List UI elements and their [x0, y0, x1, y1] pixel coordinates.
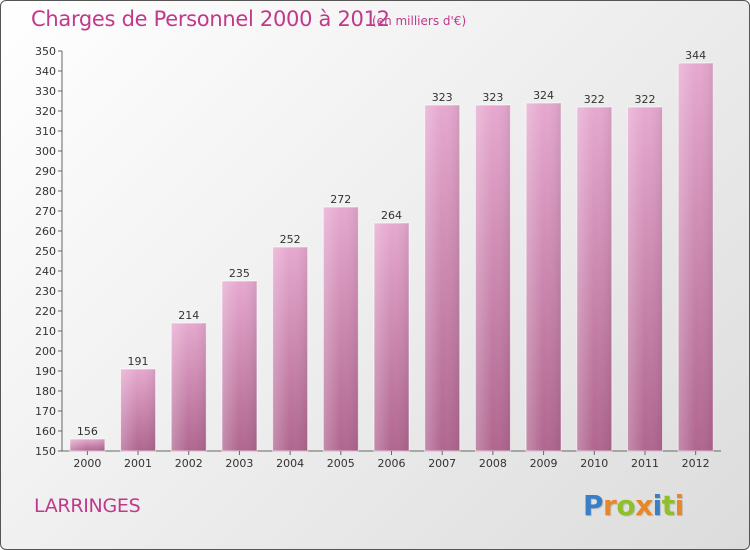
y-tick-label: 300 [35, 145, 56, 158]
y-tick-label: 220 [35, 305, 56, 318]
data-label: 191 [128, 355, 149, 368]
bar-shine [526, 103, 562, 451]
logo-letter: r [603, 489, 617, 522]
y-tick-label: 310 [35, 125, 56, 138]
bar-shine [627, 107, 663, 451]
bar-shine [475, 105, 511, 451]
bar-shine [69, 439, 105, 451]
y-tick-label: 200 [35, 345, 56, 358]
y-tick-label: 260 [35, 225, 56, 238]
logo-letter: x [635, 489, 653, 522]
data-label: 322 [634, 93, 655, 106]
x-tick-label: 2012 [682, 457, 710, 470]
chart-subtitle: (en milliers d'€) [372, 14, 467, 28]
bar-shine [221, 281, 257, 451]
y-tick-label: 350 [35, 45, 56, 58]
bar-shine [678, 63, 714, 451]
place-name: LARRINGES [34, 495, 141, 517]
data-label: 323 [432, 91, 453, 104]
data-label: 272 [330, 193, 351, 206]
bar-shine [576, 107, 612, 451]
logo-letter: o [616, 489, 636, 522]
logo-letter: t [661, 489, 675, 522]
y-tick-label: 290 [35, 165, 56, 178]
y-tick-label: 250 [35, 245, 56, 258]
y-tick-label: 270 [35, 205, 56, 218]
y-tick-label: 170 [35, 405, 56, 418]
x-tick-label: 2001 [124, 457, 152, 470]
x-tick-label: 2000 [73, 457, 101, 470]
x-tick-label: 2004 [276, 457, 304, 470]
data-label: 323 [482, 91, 503, 104]
data-label: 344 [685, 49, 706, 62]
proxiti-logo: Proxiti [583, 489, 684, 522]
data-label: 252 [280, 233, 301, 246]
x-tick-label: 2002 [175, 457, 203, 470]
data-label: 235 [229, 267, 250, 280]
y-tick-label: 280 [35, 185, 56, 198]
x-tick-label: 2011 [631, 457, 659, 470]
x-tick-label: 2008 [479, 457, 507, 470]
y-tick-label: 320 [35, 105, 56, 118]
data-label: 214 [178, 309, 199, 322]
y-tick-label: 190 [35, 365, 56, 378]
data-label: 264 [381, 209, 402, 222]
x-tick-label: 2006 [378, 457, 406, 470]
logo-letter: i [652, 489, 663, 522]
y-tick-label: 180 [35, 385, 56, 398]
y-tick-label: 230 [35, 285, 56, 298]
bar-shine [323, 207, 359, 451]
bar-shine [272, 247, 308, 451]
y-tick-label: 240 [35, 265, 56, 278]
bar-shine [374, 223, 409, 451]
bar-shine [424, 105, 460, 451]
data-label: 156 [77, 425, 98, 438]
y-tick-label: 150 [35, 445, 56, 458]
x-tick-label: 2007 [428, 457, 456, 470]
x-tick-label: 2003 [225, 457, 253, 470]
data-label: 324 [533, 89, 554, 102]
bar-shine [120, 369, 156, 451]
chart-title: Charges de Personnel 2000 à 2012 [31, 7, 390, 31]
bar-shine [171, 323, 207, 451]
x-tick-label: 2010 [580, 457, 608, 470]
y-tick-label: 160 [35, 425, 56, 438]
logo-letter: P [583, 489, 604, 522]
x-tick-label: 2005 [327, 457, 355, 470]
y-tick-label: 330 [35, 85, 56, 98]
logo-letter: i [674, 489, 685, 522]
y-tick-label: 210 [35, 325, 56, 338]
y-tick-label: 340 [35, 65, 56, 78]
data-label: 322 [584, 93, 605, 106]
x-tick-label: 2009 [530, 457, 558, 470]
